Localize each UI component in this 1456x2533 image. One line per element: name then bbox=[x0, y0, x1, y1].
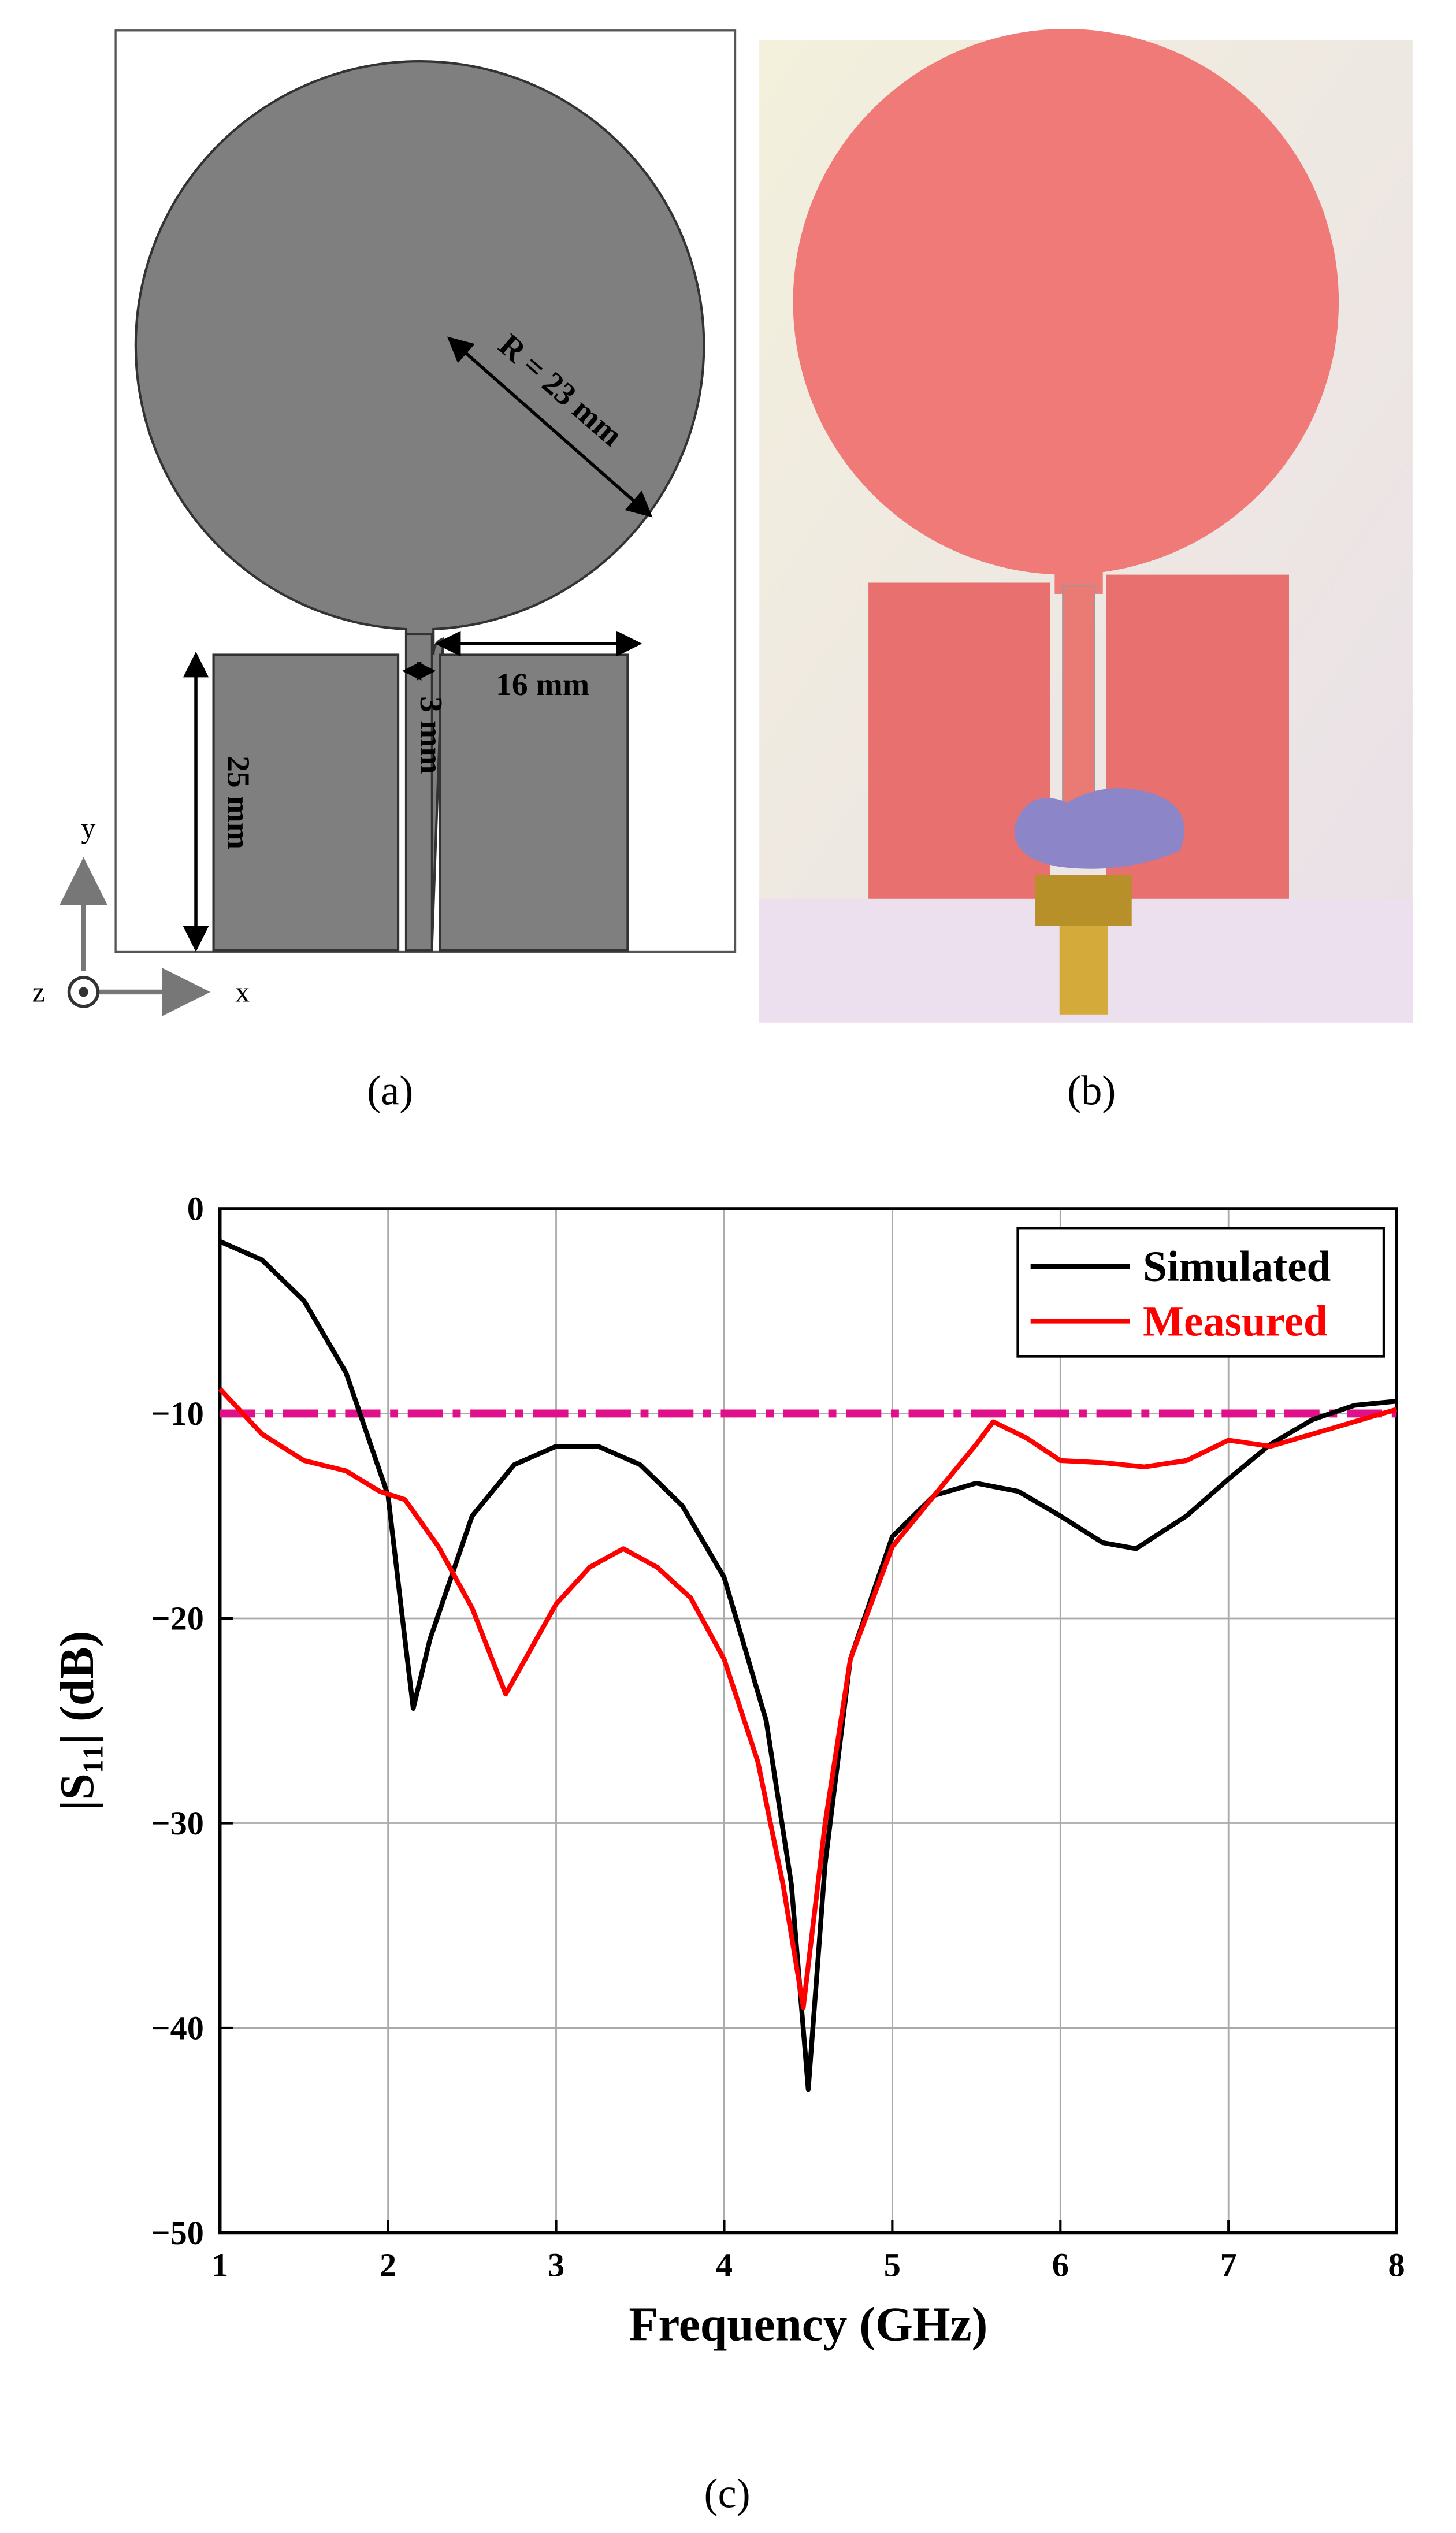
x-tick-label: 3 bbox=[548, 2246, 564, 2283]
radiator bbox=[134, 60, 705, 952]
photo-feed bbox=[1062, 585, 1095, 827]
panel-label: (b) bbox=[1067, 1067, 1116, 1113]
dim-label: 3 mm bbox=[413, 696, 449, 774]
photo-connector bbox=[1035, 875, 1132, 927]
x-tick-label: 8 bbox=[1388, 2246, 1405, 2283]
y-axis-label: |S₁₁| (dB) bbox=[51, 1631, 104, 1811]
axis-label: x bbox=[235, 976, 250, 1008]
dim-label: 25 mm bbox=[221, 756, 257, 849]
panel-label: (c) bbox=[704, 2471, 751, 2517]
x-tick-label: 2 bbox=[380, 2246, 396, 2283]
x-tick-label: 4 bbox=[716, 2246, 733, 2283]
x-tick-label: 5 bbox=[884, 2246, 901, 2283]
y-tick-label: −20 bbox=[151, 1599, 204, 1637]
antenna-diagram: R = 23 mm 16 mm 3 mm 25 mm y x z bbox=[32, 29, 737, 1016]
axis-label: y bbox=[81, 812, 95, 844]
y-tick-label: −10 bbox=[151, 1395, 204, 1432]
legend-label: Simulated bbox=[1143, 1243, 1331, 1291]
ground-right bbox=[439, 653, 629, 952]
axis-label: z bbox=[32, 976, 45, 1008]
legend-box bbox=[1016, 1227, 1385, 1358]
x-tick-label: 6 bbox=[1052, 2246, 1069, 2283]
antenna-photo bbox=[759, 29, 1413, 1023]
panel-label: (a) bbox=[367, 1067, 413, 1113]
x-axis-label: Frequency (GHz) bbox=[629, 2298, 987, 2352]
legend-label: Measured bbox=[1143, 1297, 1327, 1345]
x-tick-label: 1 bbox=[211, 2246, 228, 2283]
feed-line bbox=[405, 633, 433, 952]
dim-label: 16 mm bbox=[496, 667, 589, 703]
axis-z-dot bbox=[79, 987, 88, 997]
series-line bbox=[218, 1387, 1398, 2010]
ground-left bbox=[212, 653, 400, 952]
photo-patch bbox=[793, 29, 1339, 575]
y-tick-label: 0 bbox=[187, 1190, 204, 1227]
photo-ground bbox=[868, 582, 1050, 899]
series-line bbox=[219, 1239, 1397, 2092]
plot-frame bbox=[218, 1207, 1398, 2235]
y-tick-label: −50 bbox=[151, 2214, 204, 2252]
photo-connector-thread bbox=[1059, 926, 1108, 1015]
y-tick-label: −30 bbox=[151, 1804, 204, 1842]
dim-arrow bbox=[447, 336, 653, 518]
chart: 1 2 3 4 5 6 7 8 −50 −40 −30 −20 −10 0 Simulated Measure… bbox=[51, 1190, 1405, 2351]
x-tick-label: 7 bbox=[1220, 2246, 1237, 2283]
photo-solder bbox=[1014, 788, 1185, 869]
y-tick-label: −40 bbox=[151, 2009, 204, 2047]
